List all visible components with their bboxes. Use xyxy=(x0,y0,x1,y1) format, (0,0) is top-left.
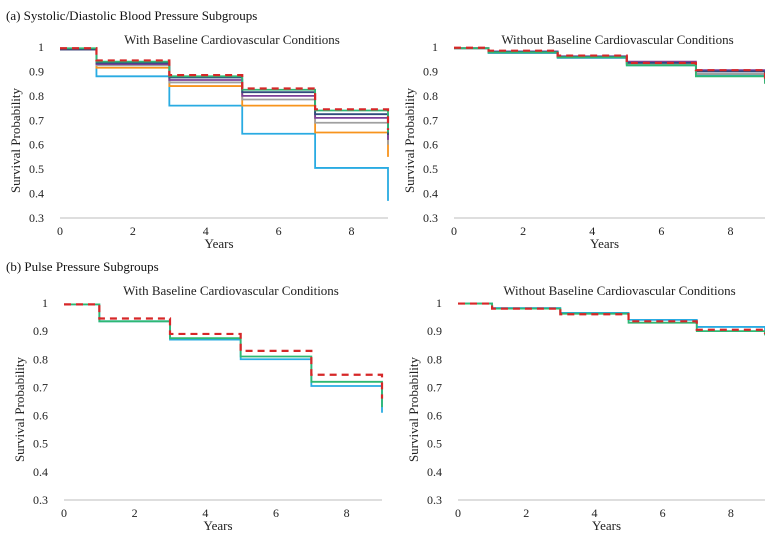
chart-3-ylabel: Survival Probability xyxy=(12,356,27,462)
chart-3-ytick-label: 0.8 xyxy=(33,352,48,366)
chart-4-title: Without Baseline Cardiovascular Conditio… xyxy=(503,283,735,298)
chart-2-xtick-label: 0 xyxy=(451,224,457,238)
chart-1-title: With Baseline Cardiovascular Conditions xyxy=(124,32,340,47)
chart-3-ytick-label: 0.5 xyxy=(33,437,48,451)
chart-3-panel: With Baseline Cardiovascular Conditions 0… xyxy=(12,283,384,533)
chart-2-series-6-line xyxy=(454,46,765,79)
chart-4-ytick-label: 0.6 xyxy=(427,409,442,423)
chart-2-series-1-line xyxy=(454,47,765,84)
chart-4-series-2-line xyxy=(458,302,765,334)
chart-1-xtick-label: 8 xyxy=(349,224,355,238)
chart-3-xlabel: Years xyxy=(203,518,232,533)
chart-4-xtick-label: 2 xyxy=(523,506,529,520)
chart-3-ytick-label: 0.3 xyxy=(33,493,48,507)
chart-1-xtick-label: 2 xyxy=(130,224,136,238)
chart-3-title: With Baseline Cardiovascular Conditions xyxy=(123,283,339,298)
chart-2-ylabel: Survival Probability xyxy=(402,87,417,193)
chart-2-xtick-label: 2 xyxy=(520,224,526,238)
chart-2-ytick-label: 1 xyxy=(432,40,438,54)
chart-3-xtick-label: 8 xyxy=(344,506,350,520)
chart-4-panel: Without Baseline Cardiovascular Conditio… xyxy=(406,283,765,533)
chart-3-ytick-label: 0.7 xyxy=(33,380,48,394)
chart-4-ytick-label: 0.3 xyxy=(427,493,442,507)
chart-1-ytick-label: 0.4 xyxy=(29,187,44,201)
chart-4-ytick-label: 0.8 xyxy=(427,352,442,366)
chart-2-xtick-label: 8 xyxy=(727,224,733,238)
chart-4-ytick-label: 0.7 xyxy=(427,380,442,394)
chart-1-ytick-label: 0.9 xyxy=(29,64,44,78)
chart-3-ytick-label: 0.9 xyxy=(33,324,48,338)
chart-1-ytick-label: 0.6 xyxy=(29,138,44,152)
chart-4-xtick-label: 0 xyxy=(455,506,461,520)
chart-1-panel: With Baseline Cardiovascular Conditions 0… xyxy=(8,32,390,251)
chart-1-xtick-label: 4 xyxy=(203,224,209,238)
chart-1-ytick-label: 0.5 xyxy=(29,162,44,176)
chart-3-xtick-label: 0 xyxy=(61,506,67,520)
chart-3-ytick-label: 1 xyxy=(42,296,48,310)
chart-3-series-2-line xyxy=(64,303,384,399)
chart-1-ylabel: Survival Probability xyxy=(8,87,23,193)
chart-4-xtick-label: 4 xyxy=(591,506,597,520)
chart-1-ytick-label: 0.8 xyxy=(29,89,44,103)
chart-2-ytick-label: 0.9 xyxy=(423,64,438,78)
chart-3-xtick-label: 4 xyxy=(202,506,208,520)
chart-2-xlabel: Years xyxy=(590,236,619,251)
chart-2-panel: Without Baseline Cardiovascular Conditio… xyxy=(402,32,765,251)
chart-2-xtick-label: 6 xyxy=(658,224,664,238)
chart-1-ytick-label: 0.3 xyxy=(29,211,44,225)
chart-2-title: Without Baseline Cardiovascular Conditio… xyxy=(501,32,733,47)
chart-1-xtick-label: 0 xyxy=(57,224,63,238)
chart-2-ytick-label: 0.5 xyxy=(423,162,438,176)
chart-4-ytick-label: 0.4 xyxy=(427,465,442,479)
chart-1-series-1-line xyxy=(60,48,389,201)
chart-3-xtick-label: 2 xyxy=(132,506,138,520)
chart-1-ytick-label: 1 xyxy=(38,40,44,54)
chart-1-ytick-label: 0.7 xyxy=(29,113,44,127)
chart-3-series-3-line xyxy=(64,303,383,408)
chart-4-ytick-label: 1 xyxy=(436,296,442,310)
chart-4-ytick-label: 0.9 xyxy=(427,324,442,338)
chart-3-ytick-label: 0.6 xyxy=(33,409,48,423)
chart-4-xtick-label: 8 xyxy=(728,506,734,520)
chart-2-ytick-label: 0.8 xyxy=(423,89,438,103)
chart-4-ytick-label: 0.5 xyxy=(427,437,442,451)
chart-1-xtick-label: 6 xyxy=(276,224,282,238)
chart-2-ytick-label: 0.3 xyxy=(423,211,438,225)
chart-4-ylabel: Survival Probability xyxy=(406,356,421,462)
chart-2-ytick-label: 0.7 xyxy=(423,113,438,127)
chart-1-series-6-line xyxy=(60,47,390,131)
chart-3-xtick-label: 6 xyxy=(273,506,279,520)
chart-4-xtick-label: 6 xyxy=(660,506,666,520)
chart-2-ytick-label: 0.6 xyxy=(423,138,438,152)
chart-2-xtick-label: 4 xyxy=(589,224,595,238)
chart-2-ytick-label: 0.4 xyxy=(423,187,438,201)
chart-1-xlabel: Years xyxy=(204,236,233,251)
section-a-label: (a) Systolic/Diastolic Blood Pressure Su… xyxy=(6,8,258,23)
section-b-label: (b) Pulse Pressure Subgroups xyxy=(6,259,159,274)
chart-3-ytick-label: 0.4 xyxy=(33,465,48,479)
chart-4-xlabel: Years xyxy=(592,518,621,533)
